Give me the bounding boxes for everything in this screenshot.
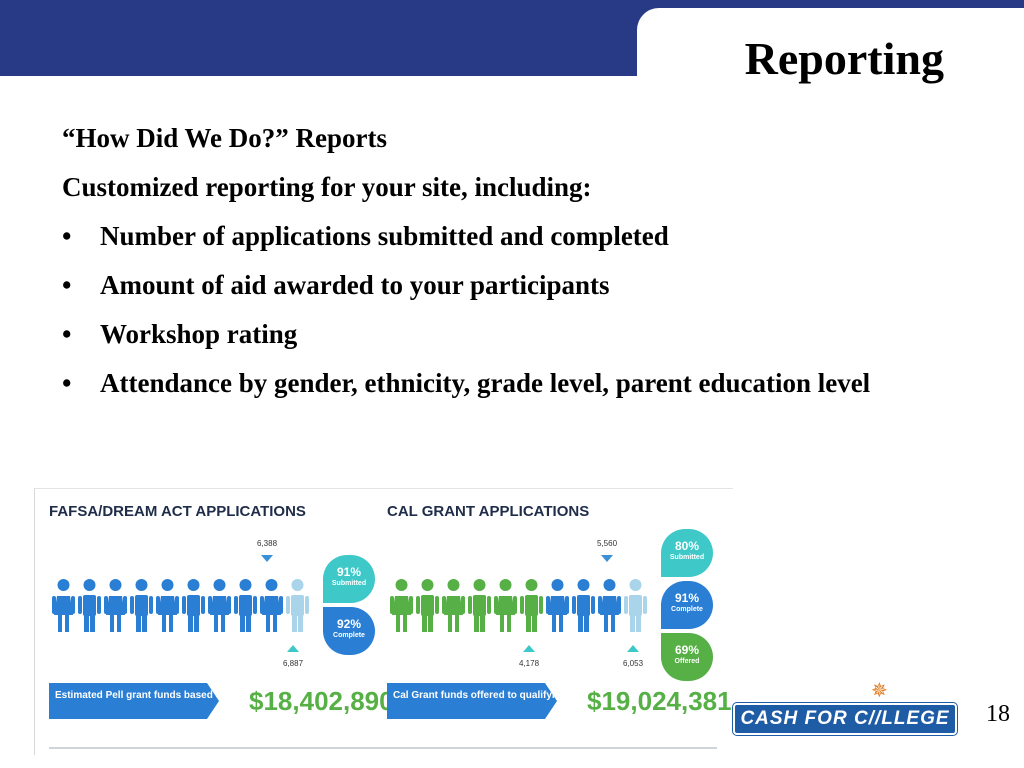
bullet-item: • Number of applications submitted and c… (62, 216, 882, 256)
bottom-rule (49, 747, 717, 749)
bullet-dot: • (62, 319, 72, 349)
person-icon (415, 577, 440, 633)
person-icon (207, 577, 232, 633)
up-marker-icon (287, 645, 299, 652)
up-marker-icon (523, 645, 535, 652)
bullet-item: • Workshop rating (62, 314, 882, 354)
content-line-1: “How Did We Do?” Reports (62, 123, 388, 153)
person-icon (285, 577, 310, 633)
bullet-text: Attendance by gender, ethnicity, grade l… (100, 368, 871, 398)
calgrant-count-b: 6,053 (623, 659, 644, 668)
bullet-text: Amount of aid awarded to your participan… (100, 270, 610, 300)
person-icon (77, 577, 102, 633)
down-marker-icon (261, 555, 273, 562)
content-line-2: Customized reporting for your site, incl… (62, 172, 592, 202)
up-marker-icon (627, 645, 639, 652)
title-tab: Reporting (637, 8, 1024, 88)
bullet-dot: • (62, 270, 72, 300)
logo-text: CASH FOR C//LLEGE (733, 703, 957, 735)
bullet-item: • Attendance by gender, ethnicity, grade… (62, 363, 882, 403)
person-icon (181, 577, 206, 633)
person-icon (103, 577, 128, 633)
bullet-text: Workshop rating (100, 319, 298, 349)
person-icon (623, 577, 648, 633)
person-icon (441, 577, 466, 633)
person-icon (155, 577, 180, 633)
person-icon (545, 577, 570, 633)
calgrant-people-icons (389, 577, 648, 633)
calgrant-arrow-text: Cal Grant funds offered to qualifying st… (393, 690, 612, 701)
person-icon (51, 577, 76, 633)
person-icon (519, 577, 544, 633)
person-icon (389, 577, 414, 633)
calgrant-title: CAL GRANT APPLICATIONS (387, 503, 590, 520)
calgrant-complete-badge: 91% Complete (661, 581, 713, 629)
bullet-item: • Amount of aid awarded to your particip… (62, 265, 882, 305)
calgrant-arrow (387, 683, 557, 719)
calgrant-submitted-badge: 80% Submitted (661, 529, 713, 577)
calgrant-amount: $19,024,381 (587, 686, 732, 716)
bullet-dot: • (62, 221, 72, 251)
fafsa-total-count: 6,887 (283, 659, 304, 668)
cash-for-college-logo: ✵ CASH FOR C//LLEGE (733, 680, 957, 735)
sun-icon: ✵ (871, 680, 888, 702)
fafsa-people-icons (51, 577, 310, 633)
person-icon (467, 577, 492, 633)
fafsa-submitted-badge: 91% Submitted (323, 555, 375, 603)
calgrant-offered-badge: 69% Offered (661, 633, 713, 681)
person-icon (493, 577, 518, 633)
bullet-text: Number of applications submitted and com… (100, 221, 669, 251)
fafsa-arrow-text: Estimated Pell grant funds based on aver… (55, 690, 301, 701)
slide-title: Reporting (744, 33, 944, 84)
down-marker-icon (601, 555, 613, 562)
page-number: 18 (986, 701, 1010, 727)
person-icon (129, 577, 154, 633)
fafsa-title: FAFSA/DREAM ACT APPLICATIONS (49, 503, 306, 520)
calgrant-submitted-count: 5,560 (597, 539, 618, 548)
person-icon (597, 577, 622, 633)
calgrant-count-a: 4,178 (519, 659, 540, 668)
bullet-dot: • (62, 368, 72, 398)
fafsa-amount: $18,402,890 (249, 686, 394, 716)
applications-infographic: FAFSA/DREAM ACT APPLICATIONS 6,388 6,887… (34, 488, 733, 755)
person-icon (233, 577, 258, 633)
fafsa-arrow (49, 683, 219, 719)
person-icon (259, 577, 284, 633)
fafsa-submitted-count: 6,388 (257, 539, 278, 548)
person-icon (571, 577, 596, 633)
slide-content: “How Did We Do?” Reports Customized repo… (62, 118, 882, 412)
fafsa-complete-badge: 92% Complete (323, 607, 375, 655)
